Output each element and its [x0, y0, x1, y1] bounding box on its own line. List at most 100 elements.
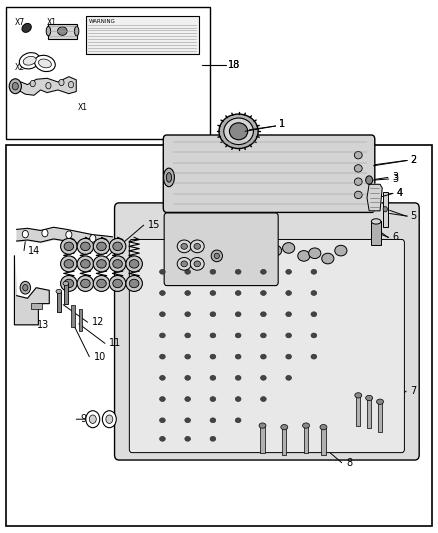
FancyBboxPatch shape: [164, 213, 278, 286]
Circle shape: [102, 411, 116, 427]
Circle shape: [22, 230, 28, 238]
Ellipse shape: [214, 253, 219, 259]
Ellipse shape: [39, 59, 51, 68]
Circle shape: [46, 83, 51, 89]
Ellipse shape: [159, 269, 165, 274]
Ellipse shape: [126, 256, 142, 272]
Ellipse shape: [298, 251, 310, 261]
Ellipse shape: [286, 290, 291, 295]
Ellipse shape: [56, 289, 62, 294]
Ellipse shape: [235, 269, 241, 274]
Ellipse shape: [159, 397, 165, 401]
Ellipse shape: [159, 312, 165, 317]
Ellipse shape: [110, 276, 126, 292]
Bar: [371, 221, 381, 245]
Ellipse shape: [210, 354, 216, 359]
Text: X7: X7: [14, 18, 25, 27]
Ellipse shape: [355, 393, 362, 398]
Ellipse shape: [283, 243, 295, 253]
Ellipse shape: [57, 27, 67, 35]
Ellipse shape: [335, 245, 347, 256]
Bar: [57, 292, 61, 312]
Text: 13: 13: [37, 320, 49, 330]
Ellipse shape: [235, 418, 241, 423]
Ellipse shape: [19, 53, 40, 69]
Ellipse shape: [286, 312, 291, 317]
Ellipse shape: [77, 238, 94, 254]
Ellipse shape: [286, 269, 291, 274]
Text: X1: X1: [47, 18, 57, 27]
Circle shape: [9, 79, 21, 94]
Text: 8: 8: [346, 458, 352, 467]
Circle shape: [20, 281, 31, 294]
Circle shape: [59, 79, 64, 86]
Ellipse shape: [97, 279, 106, 288]
Text: 4: 4: [396, 188, 403, 198]
Ellipse shape: [159, 333, 165, 338]
Ellipse shape: [185, 269, 191, 274]
Ellipse shape: [286, 375, 291, 380]
Circle shape: [90, 235, 96, 242]
Circle shape: [66, 231, 72, 238]
Text: X2: X2: [14, 63, 25, 72]
Bar: [321, 428, 325, 455]
Ellipse shape: [159, 418, 165, 423]
Ellipse shape: [77, 256, 94, 272]
Ellipse shape: [113, 260, 122, 268]
Ellipse shape: [185, 437, 191, 441]
Text: 3: 3: [392, 174, 398, 184]
Ellipse shape: [261, 333, 266, 338]
Ellipse shape: [181, 261, 187, 266]
Ellipse shape: [320, 424, 327, 430]
Ellipse shape: [35, 55, 55, 71]
Text: 18: 18: [228, 60, 240, 70]
Ellipse shape: [354, 151, 362, 159]
Ellipse shape: [190, 257, 204, 270]
Text: 6: 6: [392, 232, 398, 243]
Ellipse shape: [81, 260, 90, 268]
Ellipse shape: [261, 375, 266, 380]
Ellipse shape: [371, 219, 381, 224]
Ellipse shape: [269, 245, 282, 256]
Ellipse shape: [159, 354, 165, 359]
Ellipse shape: [110, 256, 126, 272]
Ellipse shape: [235, 397, 241, 401]
Ellipse shape: [354, 165, 362, 172]
Polygon shape: [367, 184, 382, 211]
Ellipse shape: [210, 312, 216, 317]
Ellipse shape: [185, 375, 191, 380]
Bar: [86, 16, 199, 54]
Ellipse shape: [60, 256, 77, 272]
Ellipse shape: [311, 333, 317, 338]
Ellipse shape: [23, 56, 36, 65]
Ellipse shape: [311, 290, 317, 295]
Ellipse shape: [63, 281, 69, 286]
Ellipse shape: [159, 290, 165, 295]
Ellipse shape: [77, 276, 94, 292]
Text: 6: 6: [392, 232, 398, 243]
Text: WARNING: WARNING: [88, 19, 115, 23]
Ellipse shape: [261, 354, 266, 359]
Text: 7: 7: [410, 386, 417, 396]
Circle shape: [106, 415, 113, 423]
Circle shape: [15, 82, 21, 88]
Ellipse shape: [166, 173, 172, 182]
Polygon shape: [12, 77, 76, 95]
Ellipse shape: [219, 114, 258, 149]
Text: 18: 18: [228, 60, 240, 70]
Ellipse shape: [261, 269, 266, 274]
Ellipse shape: [286, 354, 291, 359]
Ellipse shape: [93, 276, 110, 292]
Circle shape: [89, 415, 96, 423]
Ellipse shape: [354, 178, 362, 185]
Bar: [64, 284, 68, 304]
Bar: [71, 305, 75, 327]
Ellipse shape: [210, 375, 216, 380]
Ellipse shape: [303, 423, 310, 428]
Text: X1: X1: [78, 103, 88, 112]
Ellipse shape: [163, 168, 174, 187]
Bar: [378, 403, 382, 432]
Circle shape: [12, 83, 18, 90]
FancyBboxPatch shape: [115, 203, 419, 460]
Ellipse shape: [185, 418, 191, 423]
